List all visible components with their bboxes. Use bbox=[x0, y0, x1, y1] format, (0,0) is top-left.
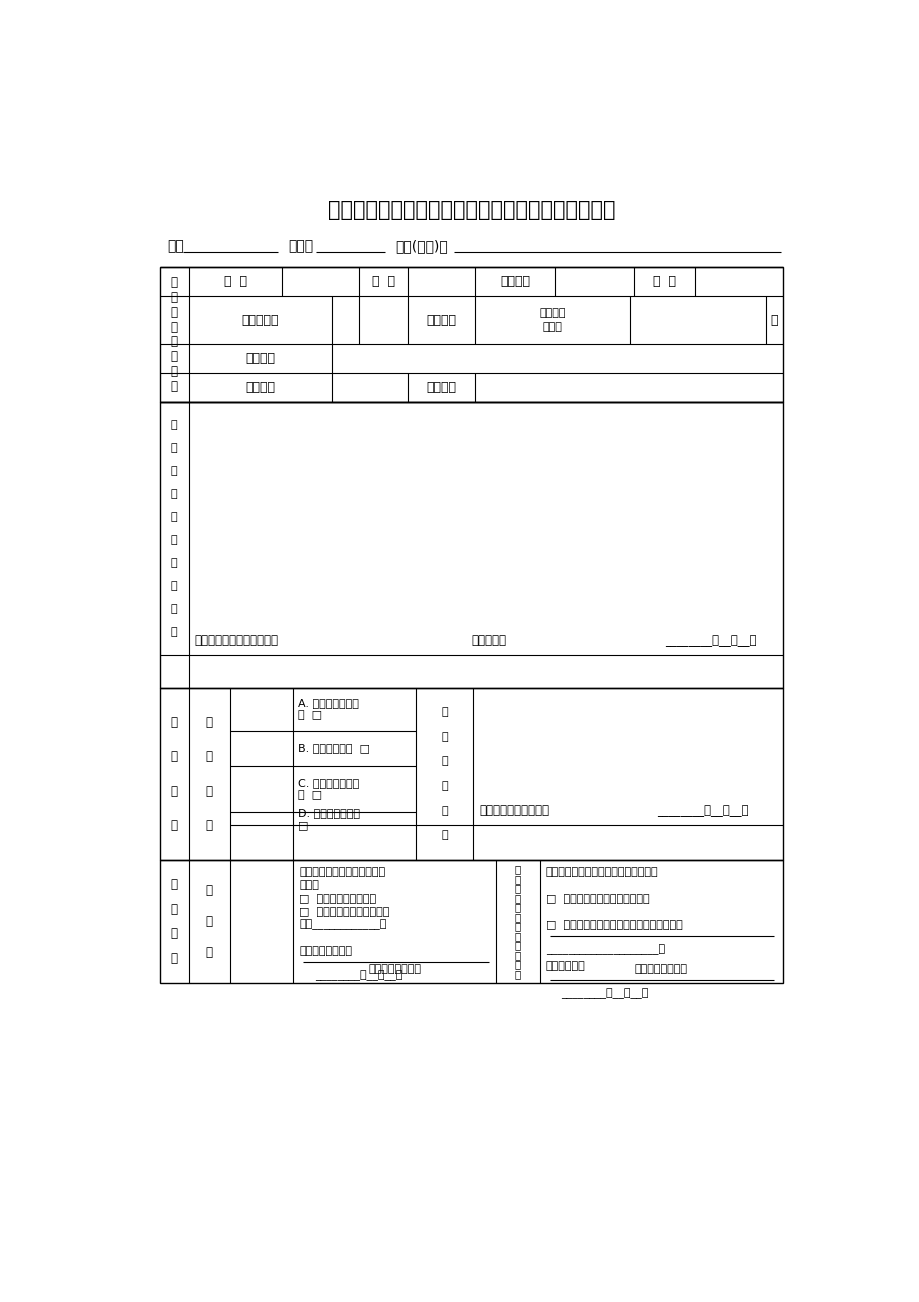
Text: ________年__月__日: ________年__月__日 bbox=[561, 988, 648, 999]
Text: 整为____________。: 整为____________。 bbox=[299, 919, 386, 930]
Text: 学: 学 bbox=[171, 276, 177, 289]
Text: 由: 由 bbox=[171, 628, 177, 637]
Text: 出生年月: 出生年月 bbox=[500, 275, 529, 288]
Text: 构: 构 bbox=[515, 949, 520, 960]
Text: D. 家庭经济不困难: D. 家庭经济不困难 bbox=[298, 807, 359, 818]
Text: 意: 意 bbox=[206, 915, 212, 928]
Text: 工作组组长签字：: 工作组组长签字： bbox=[299, 945, 352, 956]
Text: 生: 生 bbox=[171, 290, 177, 303]
Text: 院: 院 bbox=[515, 874, 520, 884]
Text: 意: 意 bbox=[515, 960, 520, 969]
Text: 难  □: 难 □ bbox=[298, 711, 322, 720]
Text: 定: 定 bbox=[171, 902, 177, 915]
Text: 况: 况 bbox=[171, 380, 177, 393]
Text: 学: 学 bbox=[515, 865, 520, 875]
Text: 请: 请 bbox=[171, 535, 177, 546]
Text: 本: 本 bbox=[171, 350, 177, 363]
Text: 负责人签字：: 负责人签字： bbox=[545, 961, 585, 971]
Text: 见: 见 bbox=[206, 947, 212, 958]
Text: 经学生所在系提请，本机构认真核实，: 经学生所在系提请，本机构认真核实， bbox=[545, 867, 658, 878]
Text: 学: 学 bbox=[515, 884, 520, 893]
Text: ____________________。: ____________________。 bbox=[545, 944, 664, 954]
Text: 家庭联系: 家庭联系 bbox=[426, 381, 456, 395]
Text: 意: 意 bbox=[440, 806, 448, 816]
Text: 评: 评 bbox=[171, 785, 177, 798]
Text: 政治面貌: 政治面貌 bbox=[426, 314, 456, 327]
Text: 决: 决 bbox=[171, 927, 177, 940]
Text: 生: 生 bbox=[171, 443, 177, 453]
Text: 理: 理 bbox=[515, 931, 520, 941]
Text: 助: 助 bbox=[515, 911, 520, 922]
Text: 评: 评 bbox=[440, 756, 448, 767]
Text: □: □ bbox=[298, 820, 308, 829]
Text: 邮政编码: 邮政编码 bbox=[245, 381, 275, 395]
Text: □  同意工作组和评议小组意见。: □ 同意工作组和评议小组意见。 bbox=[545, 893, 649, 904]
Text: 议: 议 bbox=[171, 819, 177, 832]
Text: 性  别: 性 别 bbox=[371, 275, 394, 288]
Text: □  不同意评议小组意见。调: □ 不同意评议小组意见。调 bbox=[299, 906, 390, 917]
Text: 学: 学 bbox=[171, 421, 177, 430]
Text: 班: 班 bbox=[440, 707, 448, 717]
Text: 广东松山职业技术学院家庭经济困难学生认定申请表: 广东松山职业技术学院家庭经济困难学生认定申请表 bbox=[327, 201, 615, 220]
Text: 管: 管 bbox=[515, 922, 520, 931]
Text: 根: 根 bbox=[171, 336, 177, 349]
Bar bbox=[160, 861, 782, 983]
Text: 理: 理 bbox=[171, 604, 177, 615]
Text: 专业(班级)：: 专业(班级)： bbox=[395, 240, 448, 254]
Text: B. 家庭经济困难  □: B. 家庭经济困难 □ bbox=[298, 743, 369, 754]
Text: 姓  名: 姓 名 bbox=[223, 275, 246, 288]
Text: C. 家庭经济特殊困: C. 家庭经济特殊困 bbox=[298, 779, 358, 788]
Text: 身份证号码: 身份证号码 bbox=[242, 314, 278, 327]
Text: 家庭住址: 家庭住址 bbox=[245, 353, 275, 366]
Text: ________年__月__日: ________年__月__日 bbox=[657, 805, 748, 818]
Text: 议: 议 bbox=[440, 781, 448, 792]
Bar bbox=[160, 402, 782, 687]
Text: 家庭人均: 家庭人均 bbox=[539, 309, 565, 318]
Text: 月收入: 月收入 bbox=[542, 322, 562, 332]
Text: 注：可另附详细情况说明。: 注：可另附详细情况说明。 bbox=[195, 634, 278, 647]
Text: 难  □: 难 □ bbox=[298, 790, 322, 801]
Text: 机: 机 bbox=[515, 940, 520, 950]
Text: 述: 述 bbox=[171, 490, 177, 499]
Text: 学生签字：: 学生签字： bbox=[471, 634, 506, 647]
Bar bbox=[160, 687, 782, 861]
Text: 主: 主 bbox=[171, 750, 177, 763]
Text: （加盖部门公章）: （加盖部门公章） bbox=[368, 965, 421, 974]
Text: 元: 元 bbox=[770, 314, 777, 327]
Bar bbox=[160, 267, 782, 402]
Text: 民  族: 民 族 bbox=[652, 275, 675, 288]
Text: （加盖部门公章）: （加盖部门公章） bbox=[634, 965, 687, 974]
Text: 级: 级 bbox=[440, 732, 448, 742]
Text: 年级：: 年级： bbox=[289, 240, 313, 254]
Text: ________年__月__日: ________年__月__日 bbox=[314, 970, 402, 980]
Text: 本: 本 bbox=[171, 306, 177, 319]
Text: 次: 次 bbox=[206, 819, 212, 832]
Text: 见: 见 bbox=[440, 831, 448, 840]
Text: 认: 认 bbox=[171, 559, 177, 568]
Text: 定: 定 bbox=[171, 952, 177, 965]
Text: 定: 定 bbox=[171, 581, 177, 591]
Text: 资: 资 bbox=[515, 902, 520, 913]
Text: 经评议小组推荐、本系认真审: 经评议小组推荐、本系认真审 bbox=[299, 867, 385, 878]
Text: 荐: 荐 bbox=[206, 750, 212, 763]
Text: 认: 认 bbox=[171, 878, 177, 891]
Text: 系: 系 bbox=[206, 884, 212, 897]
Text: ________年__月__日: ________年__月__日 bbox=[664, 634, 756, 647]
Text: 人: 人 bbox=[171, 320, 177, 333]
Text: □  同意评议小组意见。: □ 同意评议小组意见。 bbox=[299, 893, 376, 904]
Text: 情: 情 bbox=[171, 366, 177, 379]
Text: □  不同意工作组和评议小组意见。调整为：: □ 不同意工作组和评议小组意见。调整为： bbox=[545, 919, 682, 930]
Text: 系：: 系： bbox=[167, 240, 184, 254]
Text: 见: 见 bbox=[515, 969, 520, 979]
Text: 陈: 陈 bbox=[171, 466, 177, 477]
Text: A. 家庭经济一般困: A. 家庭经济一般困 bbox=[298, 698, 358, 708]
Text: 申: 申 bbox=[171, 512, 177, 522]
Text: 班长或助贷委员签字：: 班长或助贷委员签字： bbox=[479, 805, 549, 818]
Text: 民: 民 bbox=[171, 716, 177, 729]
Text: 核后，: 核后， bbox=[299, 880, 319, 891]
Text: 推: 推 bbox=[206, 716, 212, 729]
Text: 档: 档 bbox=[206, 785, 212, 798]
Text: 生: 生 bbox=[515, 893, 520, 902]
